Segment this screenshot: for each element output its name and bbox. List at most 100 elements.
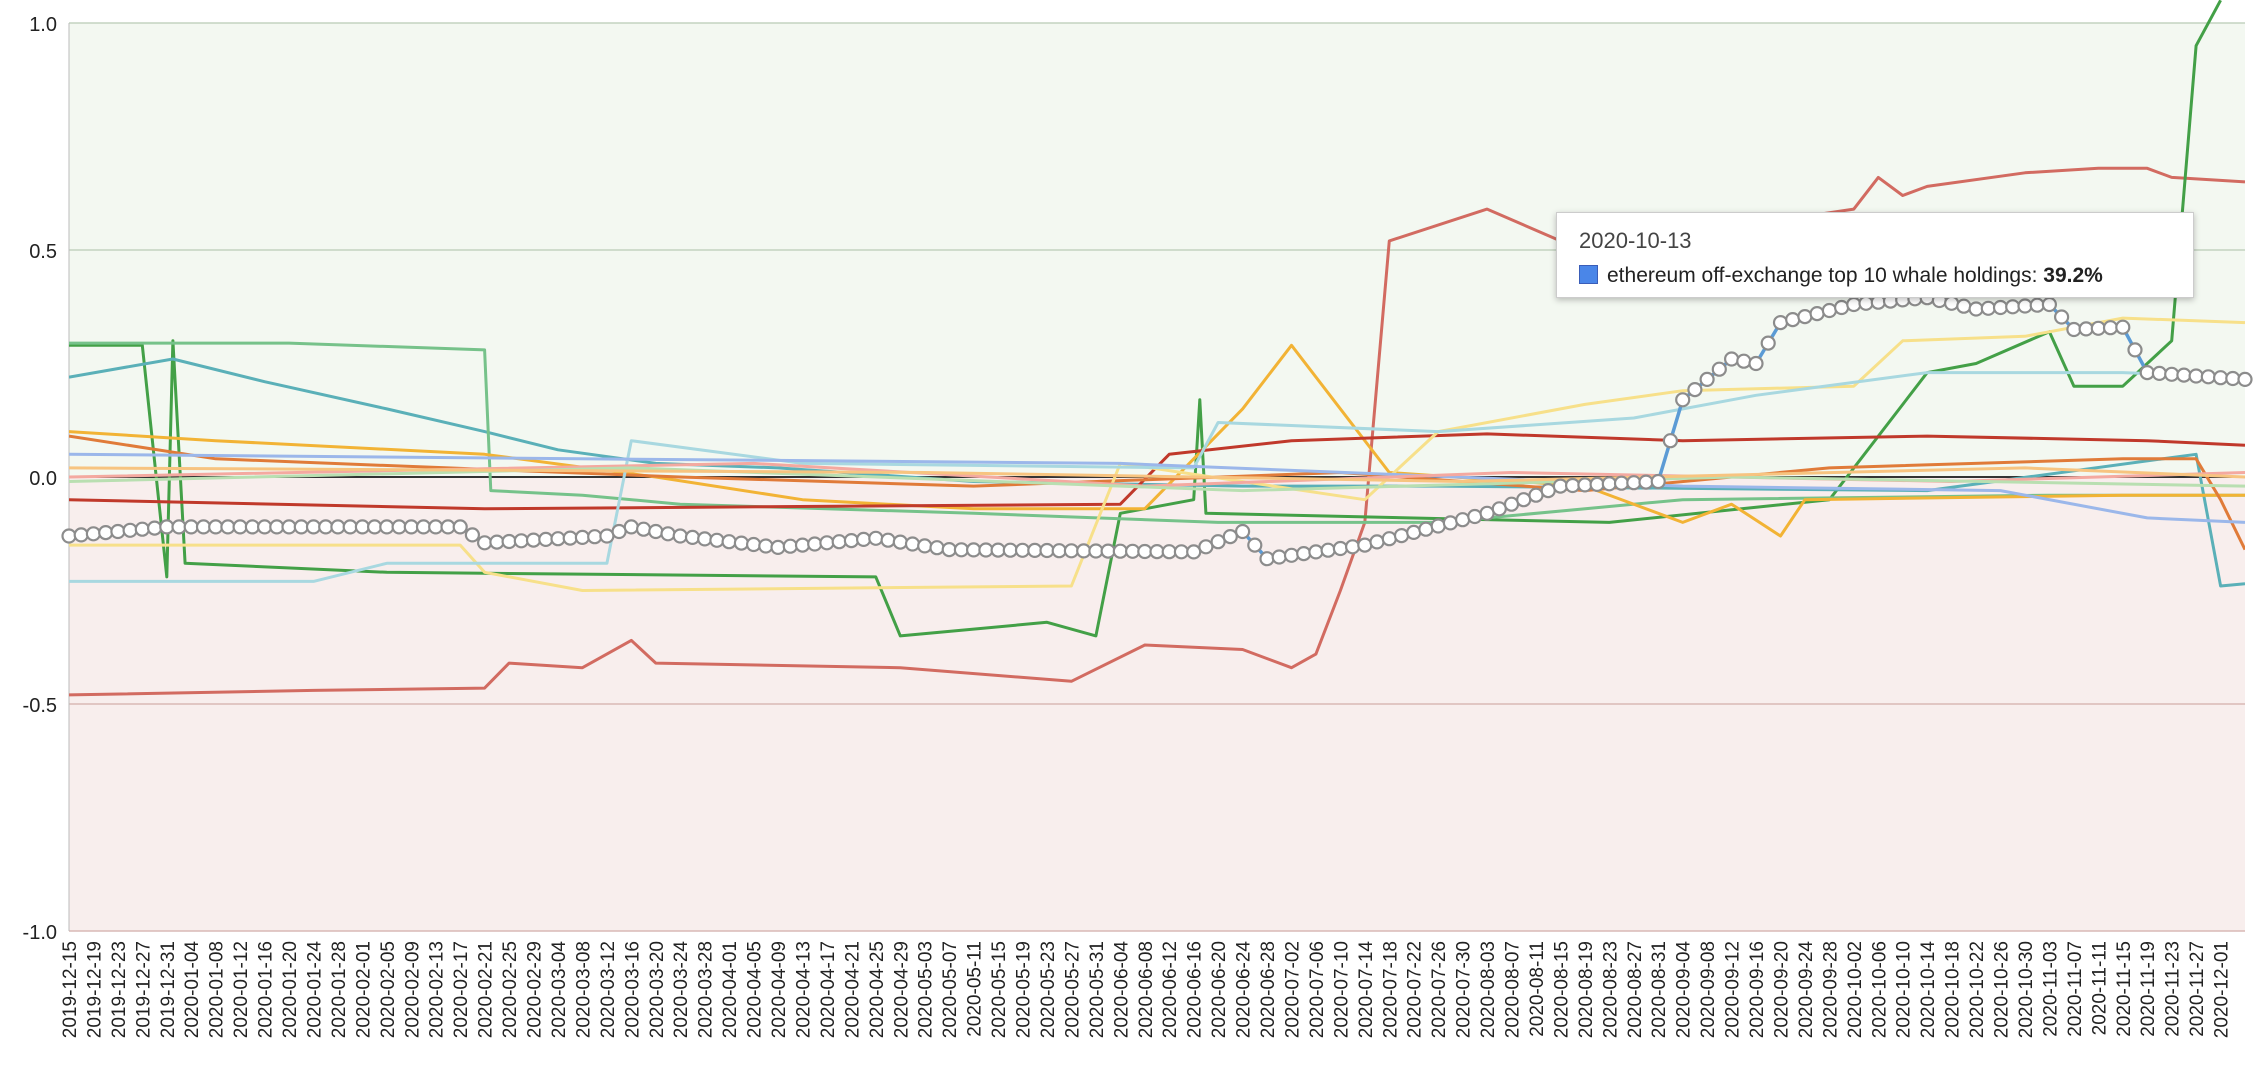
series-0-point (733, 535, 750, 551)
x-tick-label: 2020-11-11 (2089, 941, 2110, 1035)
tooltip-value: 39.2% (2043, 264, 2103, 287)
series-0-point (1002, 542, 1018, 558)
series-0-point (550, 531, 566, 547)
series-0-point (110, 523, 126, 540)
series-0-point (1100, 543, 1116, 559)
x-tick-label: 2020-10-14 (1918, 941, 1939, 1039)
x-tick-label: 2020-02-01 (353, 941, 374, 1038)
series-0-point (1039, 542, 1055, 559)
series-0-point (1626, 475, 1642, 491)
series-0-point (2066, 321, 2082, 338)
series-0-point (1259, 551, 1275, 567)
series-0-point (1344, 539, 1361, 555)
x-tick-label: 2020-08-27 (1625, 941, 1646, 1038)
x-tick-label: 2020-08-11 (1527, 941, 1548, 1037)
x-tick-label: 2020-08-07 (1503, 941, 1524, 1038)
x-tick-label: 2020-08-31 (1649, 941, 1670, 1038)
x-tick-label: 2019-12-19 (84, 941, 105, 1038)
series-0-point (843, 532, 860, 549)
series-0-point (477, 535, 493, 551)
x-tick-label: 2020-11-07 (2065, 941, 2086, 1037)
series-0-point (2102, 320, 2119, 336)
series-0-point (2127, 342, 2143, 358)
x-tick-label: 2020-07-06 (1307, 941, 1328, 1038)
series-0-point (122, 522, 138, 538)
series-0-point (1393, 527, 1410, 544)
x-tick-label: 2020-02-09 (402, 941, 423, 1038)
series-0-point (1198, 539, 1214, 555)
series-0-point (2176, 367, 2192, 383)
series-0-point (990, 542, 1006, 558)
series-0-point (330, 519, 346, 535)
series-0-point (1124, 543, 1141, 559)
series-0-point (538, 531, 554, 548)
series-0-point (1222, 528, 1238, 545)
x-tick-label: 2020-03-24 (671, 941, 692, 1039)
x-tick-label: 2020-01-04 (182, 941, 203, 1039)
x-tick-label: 2020-07-26 (1429, 941, 1450, 1038)
series-0-point (1161, 544, 1177, 560)
series-0-point (1296, 545, 1312, 562)
x-tick-label: 2020-10-22 (1967, 941, 1988, 1038)
series-0-point (758, 538, 774, 554)
series-line-6 (69, 432, 2245, 511)
series-0-point (782, 538, 798, 554)
series-0-point (965, 542, 982, 558)
series-0-point (880, 532, 896, 548)
x-tick-label: 2020-02-29 (525, 941, 546, 1038)
x-tick-label: 2020-02-21 (476, 941, 497, 1038)
series-0-point (1076, 543, 1092, 559)
series-0-point (269, 519, 285, 535)
x-tick-label: 2020-04-29 (891, 941, 912, 1038)
series-0-point (1418, 521, 1434, 537)
x-tick-label: 2020-04-05 (745, 941, 766, 1038)
series-0-point (1662, 433, 1679, 449)
series-0-point (978, 542, 994, 558)
x-tick-label: 2020-06-12 (1160, 941, 1181, 1038)
x-tick-label: 2020-08-19 (1576, 941, 1597, 1038)
x-tick-label: 2020-09-28 (1820, 941, 1841, 1038)
series-0-point (525, 532, 542, 548)
x-tick-label: 2020-11-15 (2114, 941, 2135, 1037)
series-0-point (1137, 543, 1153, 560)
series-0-point (660, 526, 676, 542)
tooltip-row: ethereum off-exchange top 10 whale holdi… (1579, 263, 2171, 289)
y-tick-label: 0.0 (29, 468, 57, 490)
x-tick-label: 2020-01-12 (231, 941, 252, 1038)
series-0-point (1173, 544, 1190, 560)
series-0-point (489, 534, 505, 550)
tooltip-series-swatch (1579, 265, 1598, 284)
series-line-9 (69, 371, 2245, 583)
x-tick-label: 2020-06-20 (1209, 941, 1230, 1038)
x-tick-label: 2020-10-30 (2016, 941, 2037, 1038)
series-line-12 (69, 466, 2245, 493)
x-tick-label: 2020-05-03 (916, 941, 937, 1038)
tooltip-date: 2020-10-13 (1579, 228, 1692, 253)
series-0-point (1503, 496, 1520, 512)
x-tick-label: 2020-11-03 (2040, 941, 2061, 1037)
x-tick-label: 2020-06-04 (1111, 941, 1132, 1039)
series-0-point (501, 533, 517, 550)
series-0-point (1247, 537, 1263, 553)
series-0-point (305, 519, 322, 535)
series-0-point (428, 519, 444, 535)
series-0-point (1772, 315, 1789, 331)
x-tick-label: 2020-10-18 (1943, 941, 1964, 1038)
series-0-point (1846, 296, 1862, 313)
series-0-point (929, 540, 945, 556)
series-0-point (1956, 298, 1972, 314)
series-0-point (1369, 534, 1385, 550)
x-tick-label: 2020-11-23 (2163, 941, 2184, 1037)
series-0-point (599, 528, 615, 544)
x-tick-label: 2020-02-05 (378, 941, 399, 1038)
series-0-point (684, 529, 701, 546)
series-0-point (745, 536, 762, 553)
x-tick-label: 2020-10-26 (1992, 941, 2013, 1038)
series-0-point (171, 519, 187, 535)
series-0-point (2115, 319, 2131, 335)
series-0-point (257, 519, 273, 535)
x-tick-label: 2020-03-20 (647, 941, 668, 1038)
x-tick-label: 2020-04-09 (769, 941, 790, 1038)
series-line-1 (69, 166, 2245, 697)
